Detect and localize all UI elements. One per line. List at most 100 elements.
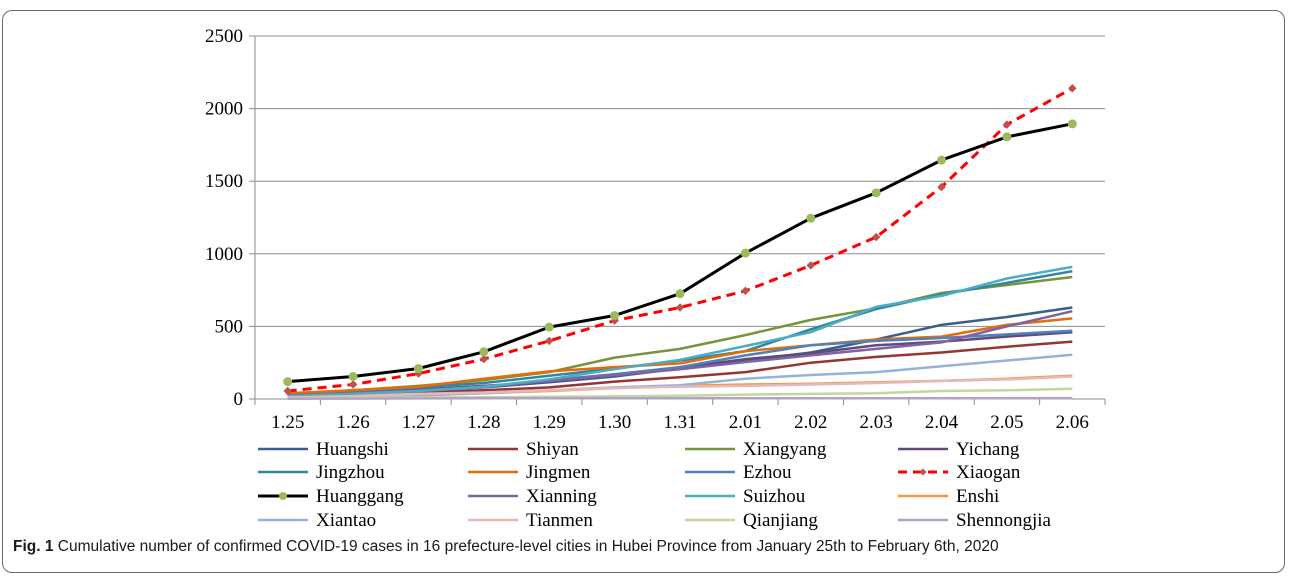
- data-point: [937, 182, 946, 192]
- legend-item-huanggang: Huanggang: [258, 486, 404, 507]
- x-tick-label: 1.25: [271, 412, 304, 433]
- legend-label: Jingzhou: [316, 462, 385, 483]
- data-point: [937, 155, 947, 165]
- data-point: [741, 286, 750, 296]
- series-line: [287, 353, 1073, 399]
- series-xiaogan: [283, 84, 1077, 396]
- x-tick-label: 2.04: [925, 412, 959, 433]
- x-tick-label: 2.02: [794, 412, 827, 433]
- x-tick-label: 1.28: [467, 412, 500, 433]
- legend-item-xiaogan: Xiaogan: [898, 462, 1021, 483]
- y-tick-label: 2500: [205, 26, 243, 47]
- y-tick-label: 2000: [205, 99, 243, 120]
- data-point: [545, 336, 554, 346]
- legend-item-suizhou: Suizhou: [685, 486, 806, 507]
- data-point: [479, 354, 489, 364]
- x-tick-label: 2.05: [990, 412, 1023, 433]
- data-point: [1002, 120, 1012, 129]
- legend-item-xianning: Xianning: [468, 486, 597, 507]
- series-line: [287, 317, 1073, 395]
- legend-label: Shiyan: [526, 439, 579, 460]
- data-point: [283, 386, 292, 396]
- data-point: [544, 322, 554, 332]
- data-point: [675, 289, 685, 299]
- legend-label: Xiantao: [316, 510, 376, 531]
- series-line: [287, 265, 1073, 398]
- data-point: [283, 377, 293, 387]
- series-line: [287, 375, 1073, 399]
- y-tick-label: 1500: [205, 171, 243, 192]
- data-point: [675, 303, 685, 312]
- series-line: [287, 86, 1074, 393]
- legend-marker: [919, 468, 927, 476]
- legend-label: Huanggang: [316, 486, 404, 507]
- figure-caption: Fig. 1 Cumulative number of confirmed CO…: [13, 538, 1283, 556]
- data-point: [479, 347, 489, 357]
- series-shiyan: [287, 340, 1073, 399]
- series-suizhou: [287, 265, 1073, 398]
- caption-label: Fig. 1: [13, 538, 54, 555]
- legend-item-xiantao: Xiantao: [258, 510, 376, 531]
- data-point: [1002, 132, 1012, 142]
- series-xiantao: [287, 353, 1073, 399]
- legend-item-huangshi: Huangshi: [258, 439, 389, 460]
- data-point: [1067, 119, 1077, 129]
- data-point: [806, 213, 816, 223]
- legend-label: Tianmen: [526, 510, 593, 531]
- legend-label: Huangshi: [316, 439, 389, 460]
- data-point: [740, 248, 750, 258]
- caption-text: Cumulative number of confirmed COVID-19 …: [53, 538, 999, 555]
- legend-label: Ezhou: [743, 462, 792, 483]
- series-line: [287, 340, 1073, 399]
- data-point: [413, 364, 423, 374]
- legend-item-ezhou: Ezhou: [685, 462, 792, 483]
- legend-label: Yichang: [956, 439, 1020, 460]
- series-tianmen: [287, 375, 1073, 399]
- legend-label: Enshi: [956, 486, 999, 507]
- legend-label: Jingmen: [526, 462, 591, 483]
- legend-item-yichang: Yichang: [898, 439, 1020, 460]
- x-axis: 1.25 1.26 1.27 1.28 1.29 1.30 1.31 2.01 2.02 2.03…: [254, 398, 1106, 433]
- x-tick-label: 1.27: [402, 412, 435, 433]
- x-tick-label: 1.30: [598, 412, 631, 433]
- x-tick-label: 1.29: [533, 412, 566, 433]
- legend-item-xiangyang: Xiangyang: [685, 439, 827, 460]
- legend-marker: [279, 492, 287, 500]
- x-tick-label: 2.01: [729, 412, 762, 433]
- x-tick-label: 2.03: [860, 412, 893, 433]
- series-line: [287, 122, 1073, 384]
- legend-label: Xiangyang: [743, 439, 827, 460]
- data-point: [348, 371, 358, 381]
- legend-label: Qianjiang: [743, 510, 818, 531]
- figure-frame: [2, 10, 1285, 573]
- legend-item-jingmen: Jingmen: [468, 462, 591, 483]
- data-point: [1068, 84, 1077, 93]
- x-tick-label: 2.06: [1056, 412, 1089, 433]
- series-huanggang: [283, 119, 1077, 387]
- data-point: [871, 188, 881, 198]
- legend-item-shiyan: Shiyan: [468, 439, 579, 460]
- x-tick-label: 1.31: [663, 412, 696, 433]
- data-point: [610, 311, 620, 321]
- data-point: [806, 261, 815, 270]
- legend-label: Suizhou: [743, 486, 806, 507]
- legend-label: Shennongjia: [956, 510, 1052, 531]
- series-jingmen: [287, 317, 1073, 395]
- legend: Huangshi Shiyan Xiangyang Yichang Jingzhou Ji…: [258, 439, 1052, 531]
- y-axis: 0 500 1000 1500 2000 2500: [205, 26, 256, 410]
- series-lines: [283, 84, 1077, 400]
- legend-item-tianmen: Tianmen: [468, 510, 593, 531]
- legend-item-qianjiang: Qianjiang: [685, 510, 818, 531]
- data-point: [871, 232, 881, 242]
- y-tick-label: 500: [215, 316, 244, 337]
- y-tick-label: 1000: [205, 244, 243, 265]
- y-tick-label: 0: [234, 389, 244, 410]
- legend-item-jingzhou: Jingzhou: [258, 462, 385, 483]
- legend-label: Xianning: [526, 486, 597, 507]
- x-tick-label: 1.26: [336, 412, 369, 433]
- legend-label: Xiaogan: [956, 462, 1021, 483]
- legend-item-enshi: Enshi: [898, 486, 999, 507]
- data-point: [348, 380, 358, 389]
- gridlines: [255, 35, 1105, 327]
